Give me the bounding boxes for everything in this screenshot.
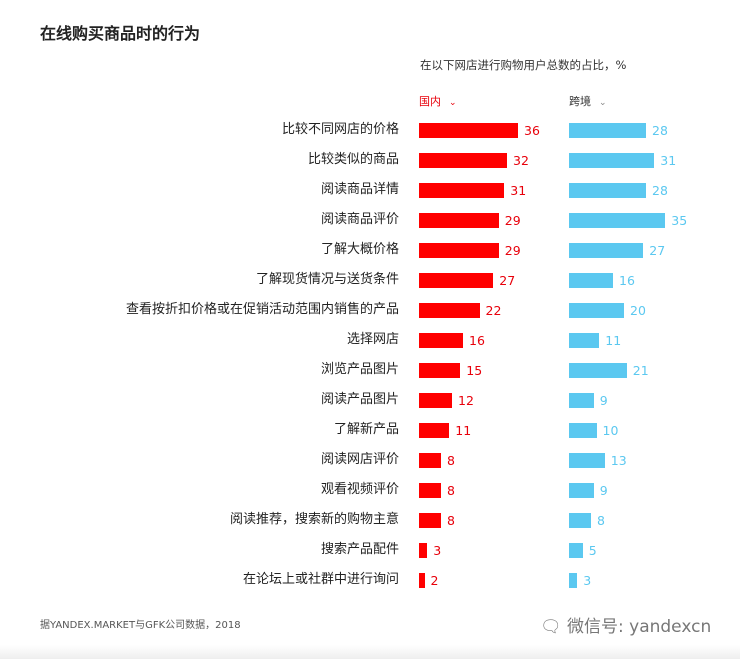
category-label: 阅读商品评价: [320, 212, 399, 227]
crossborder-bar: [569, 243, 644, 258]
crossborder-bar: [569, 573, 578, 588]
category-label: 阅读推荐，搜索新的购物主意: [229, 512, 399, 527]
domestic-bar: [419, 333, 463, 348]
data-label: 22: [485, 303, 502, 318]
data-label: 10: [602, 423, 619, 438]
data-label: 28: [652, 183, 668, 198]
data-label: 27: [499, 273, 516, 288]
data-label: 36: [524, 123, 540, 138]
wechat-icon: 🗨: [540, 617, 562, 637]
series-header-domestic[interactable]: 国内 ⌄: [419, 93, 457, 109]
crossborder-bar: [569, 363, 627, 378]
data-label: 32: [513, 153, 529, 168]
data-label: 12: [458, 393, 474, 408]
category-label: 阅读产品图片: [320, 392, 399, 407]
domestic-bar: [419, 573, 425, 588]
crossborder-bar: [569, 153, 655, 168]
data-label: 16: [469, 333, 485, 348]
crossborder-bar: [569, 273, 613, 288]
watermark: 🗨 微信号: yandexcn: [540, 612, 711, 637]
domestic-bar: [419, 213, 499, 228]
data-label: 31: [660, 153, 677, 168]
domestic-bar: [419, 423, 450, 438]
data-label: 8: [597, 513, 605, 528]
crossborder-bar: [569, 333, 600, 348]
data-label: 11: [455, 423, 472, 438]
data-label: 28: [652, 123, 668, 138]
category-label: 了解新产品: [333, 422, 399, 437]
category-label: 浏览产品图片: [320, 362, 399, 377]
chevron-down-icon: ⌄: [449, 98, 457, 108]
domestic-bar: [419, 363, 461, 378]
series-name: 跨境: [569, 95, 591, 108]
domestic-bar: [419, 303, 480, 318]
data-label: 21: [632, 363, 649, 378]
data-label: 3: [433, 543, 442, 558]
category-label: 选择网店: [346, 332, 399, 347]
data-label: 8: [447, 513, 455, 528]
category-label: 比较类似的商品: [307, 152, 399, 167]
source-note: 据YANDEX.MARKET与GFK公司数据，2018: [40, 620, 241, 631]
data-label: 5: [588, 543, 597, 558]
data-label: 31: [510, 183, 527, 198]
data-label: 13: [610, 453, 627, 468]
crossborder-bar: [569, 453, 605, 468]
data-label: 2: [430, 573, 439, 588]
crossborder-bar: [569, 423, 597, 438]
category-label: 查看按折扣价格或在促销活动范围内销售的产品: [125, 302, 399, 317]
data-label: 9: [599, 483, 608, 498]
domestic-bar: [419, 393, 452, 408]
category-label: 阅读网店评价: [320, 452, 399, 467]
domestic-bar: [419, 453, 441, 468]
data-label: 16: [619, 273, 635, 288]
crossborder-bar: [569, 183, 646, 198]
crossborder-bar: [569, 213, 666, 228]
domestic-bar: [419, 183, 505, 198]
domestic-bar: [419, 273, 494, 288]
crossborder-bar: [569, 303, 624, 318]
crossborder-bar: [569, 123, 646, 138]
data-label: 20: [630, 303, 646, 318]
category-label: 了解现货情况与送货条件: [255, 272, 399, 287]
watermark-text: 微信号: yandexcn: [567, 617, 712, 637]
crossborder-bar: [569, 513, 591, 528]
category-label: 观看视频评价: [320, 482, 399, 497]
data-label: 29: [504, 243, 521, 258]
category-label: 了解大概价格: [320, 242, 399, 257]
crossborder-bar: [569, 393, 594, 408]
series-header-crossborder[interactable]: 跨境 ⌄: [569, 93, 607, 109]
data-label: 15: [466, 363, 483, 378]
data-label: 27: [649, 243, 666, 258]
series-name: 国内: [419, 95, 441, 108]
chart-subtitle: 在以下网店进行购物用户总数的占比，%: [420, 58, 627, 72]
category-label: 阅读商品详情: [320, 182, 399, 197]
data-label: 11: [605, 333, 622, 348]
domestic-bar: [419, 513, 441, 528]
domestic-bar: [419, 243, 499, 258]
crossborder-bar: [569, 543, 583, 558]
data-label: 8: [447, 453, 455, 468]
domestic-bar: [419, 123, 518, 138]
category-label: 比较不同网店的价格: [281, 122, 399, 137]
data-label: 35: [671, 213, 688, 228]
category-label: 搜索产品配件: [320, 542, 399, 557]
crossborder-bar: [569, 483, 594, 498]
category-label: 在论坛上或社群中进行询问: [242, 572, 399, 587]
domestic-bar: [419, 153, 507, 168]
domestic-bar: [419, 543, 428, 558]
data-label: 3: [583, 573, 592, 588]
domestic-bar: [419, 483, 441, 498]
chart-rows: 比较不同网店的价格 36 28 比较类似的商品 32 31 阅读商品详情 31 28 阅读商品评价…: [125, 122, 688, 588]
data-label: 29: [504, 213, 521, 228]
data-label: 8: [447, 483, 455, 498]
footer-shade: [0, 645, 740, 659]
chart-title: 在线购买商品时的行为: [40, 24, 201, 43]
chevron-down-icon: ⌄: [599, 98, 607, 108]
data-label: 9: [599, 393, 608, 408]
